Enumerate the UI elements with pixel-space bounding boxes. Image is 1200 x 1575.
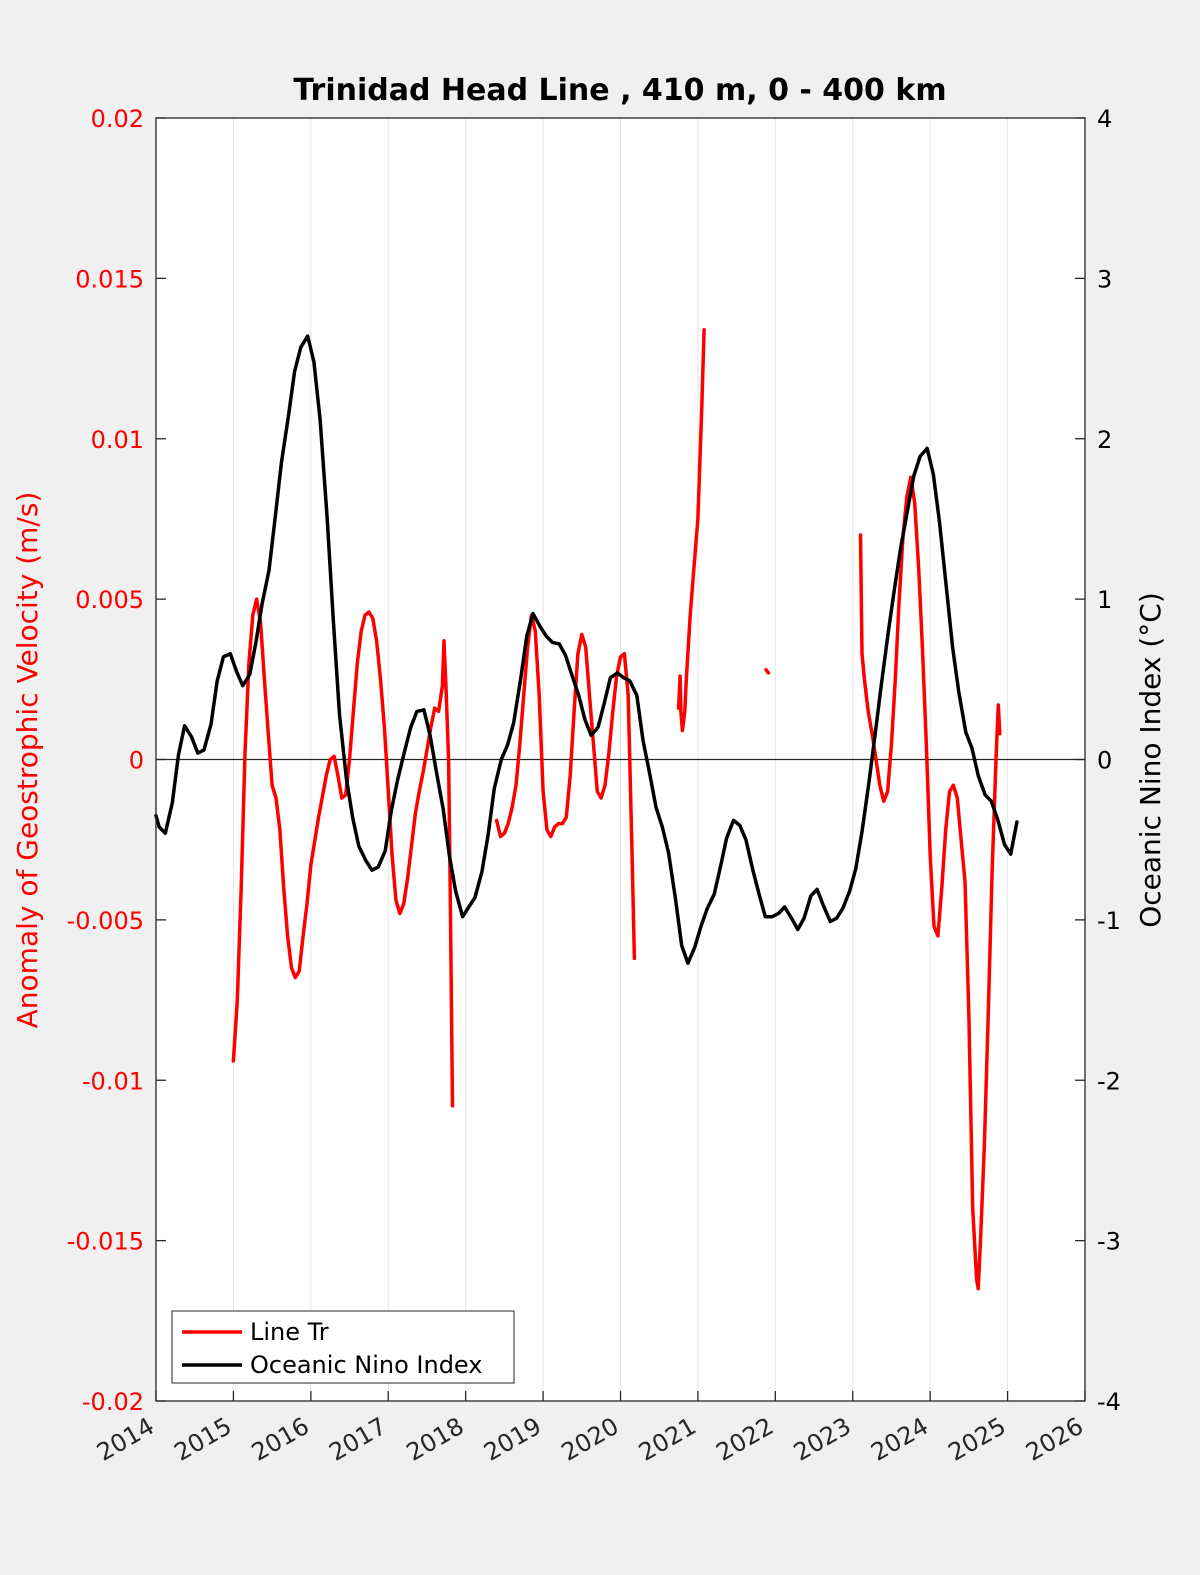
right-y-tick-label: 2 — [1097, 426, 1112, 454]
series-line-line-tr — [494, 613, 637, 961]
right-y-tick-label: -4 — [1097, 1388, 1121, 1416]
right-y-tick-label: 4 — [1097, 105, 1112, 133]
legend: Line Tr Oceanic Nino Index — [171, 1310, 515, 1384]
right-y-tick-label: 0 — [1097, 747, 1112, 775]
series-line-oceanic-nino-index — [154, 334, 1019, 965]
series-line-line-tr — [231, 597, 455, 1108]
right-y-tick-label: -1 — [1097, 907, 1121, 935]
left-y-tick-label: 0 — [129, 747, 144, 775]
left-y-tick-label: 0.01 — [91, 426, 144, 454]
left-y-tick-label: -0.02 — [82, 1388, 144, 1416]
series-line-line-tr — [676, 327, 706, 733]
series-line-line-tr — [764, 667, 771, 675]
left-y-tick-label: 0.015 — [75, 265, 144, 293]
chart-title: Trinidad Head Line , 410 m, 0 - 400 km — [293, 73, 946, 108]
legend-label-oceanic-nino-index: Oceanic Nino Index — [250, 1351, 482, 1379]
left-y-tick-label: -0.01 — [82, 1067, 144, 1095]
left-y-tick-label: 0.005 — [75, 586, 144, 614]
right-y-tick-label: 3 — [1097, 265, 1112, 293]
left-y-tick-label: -0.015 — [67, 1228, 144, 1256]
right-axis-label: Oceanic Nino Index (°C) — [1134, 592, 1167, 928]
legend-label-line-tr: Line Tr — [250, 1318, 329, 1346]
left-y-tick-label: 0.02 — [91, 105, 144, 133]
right-y-tick-label: 1 — [1097, 586, 1112, 614]
right-y-tick-label: -2 — [1097, 1067, 1121, 1095]
left-axis-label: Anomaly of Geostrophic Velocity (m/s) — [11, 492, 44, 1029]
series-line-line-tr — [858, 475, 1002, 1291]
right-y-tick-label: -3 — [1097, 1228, 1121, 1256]
left-y-tick-label: -0.005 — [67, 907, 144, 935]
legend-box — [171, 1310, 515, 1384]
series-layer — [154, 327, 1019, 1291]
